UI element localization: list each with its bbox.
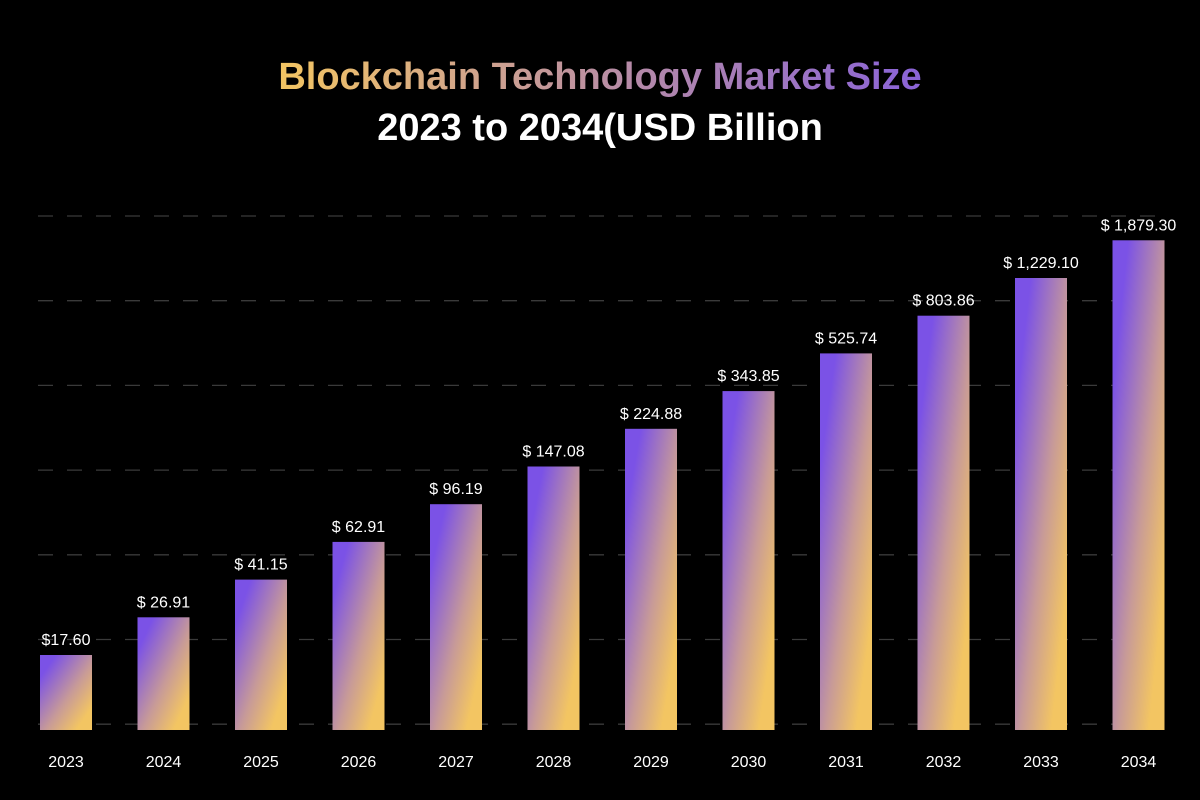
x-tick-label-2030: 2030 [731,754,767,771]
bar-2026 [332,541,385,730]
gridlines [38,215,1165,725]
data-label-2028: $ 147.08 [522,444,584,461]
x-tick-label-2033: 2033 [1023,754,1059,771]
chart-subtitle: 2023 to 2034(USD Billion [377,107,823,149]
data-label-2023: $17.60 [42,632,91,649]
x-axis-ticks: 2023 2024 2025 2026 2027 2028 2029 2030 2031 2032… [48,754,1156,771]
bar-2032 [917,315,970,730]
chart-title-block: Blockchain Technology Market Size 2023 t… [0,52,1200,154]
x-tick-label-2024: 2024 [146,754,182,771]
bar-2030 [722,391,775,730]
x-tick-label-2029: 2029 [633,754,669,771]
bar-2023 [40,655,92,730]
data-label-2030: $ 343.85 [717,368,779,385]
x-tick-label-2028: 2028 [536,754,572,771]
bar-2029 [625,428,677,730]
bar-2025 [235,579,287,730]
x-tick-label-2032: 2032 [926,754,962,771]
x-tick-label-2026: 2026 [341,754,377,771]
data-label-2033: $ 1,229.10 [1003,255,1079,272]
data-label-2029: $ 224.88 [620,406,682,423]
bars [40,240,1165,731]
bar-2031 [820,353,872,730]
x-tick-label-2031: 2031 [828,754,864,771]
data-label-2032: $ 803.86 [912,293,974,310]
data-label-2031: $ 525.74 [815,330,877,347]
chart-title: Blockchain Technology Market Size [278,52,921,102]
data-label-2026: $ 62.91 [332,519,385,536]
x-tick-label-2025: 2025 [243,754,279,771]
bar-2033 [1015,278,1067,730]
bar-2027 [430,504,482,730]
bar-2028 [527,466,580,730]
x-tick-label-2027: 2027 [438,754,474,771]
data-labels: $17.60 $ 26.91 $ 41.15 $ 62.91 $ 96.19 $ 147.… [42,217,1177,649]
bar-2024 [137,617,190,730]
data-label-2024: $ 26.91 [137,594,190,611]
data-label-2025: $ 41.15 [234,557,287,574]
x-tick-label-2034: 2034 [1121,754,1157,771]
data-label-2034: $ 1,879.30 [1101,217,1177,234]
data-label-2027: $ 96.19 [429,481,482,498]
bar-2034 [1112,240,1165,731]
x-tick-label-2023: 2023 [48,754,84,771]
